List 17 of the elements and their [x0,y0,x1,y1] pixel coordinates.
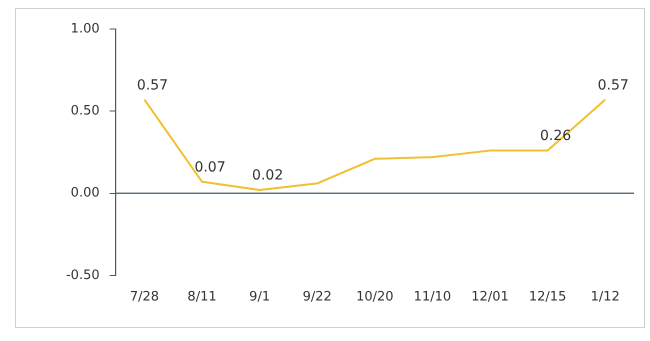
data-label: 0.02 [252,168,284,184]
y-tick-label: -0.50 [66,268,100,283]
x-tick-label: 9/22 [302,290,332,305]
x-tick-label: 8/11 [187,290,217,305]
x-tick-label: 7/28 [130,290,160,305]
x-tick-label: 11/10 [414,290,452,305]
y-tick-label: 0.50 [70,104,100,119]
y-tick-label: 1.00 [70,21,100,36]
x-tick-label: 12/15 [528,290,566,305]
y-tick-label: 0.00 [70,186,100,201]
data-label: 0.07 [194,159,226,176]
data-label: 0.57 [598,77,629,94]
x-tick-label: 1/12 [590,290,620,305]
data-label: 0.57 [136,77,168,94]
x-tick-label: 10/20 [356,290,394,305]
x-tick-label: 12/01 [471,290,509,305]
x-tick-label: 9/1 [249,290,270,305]
